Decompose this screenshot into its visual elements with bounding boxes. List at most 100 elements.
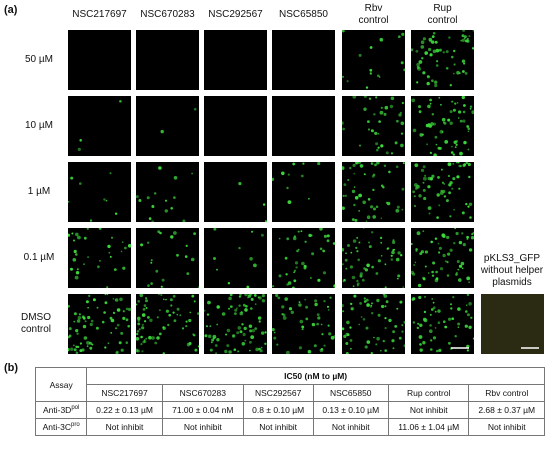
cell-dot bbox=[77, 235, 81, 240]
cell-dot bbox=[250, 297, 254, 301]
cell-dot bbox=[369, 46, 373, 49]
cell-dot bbox=[380, 106, 383, 109]
cell-dot bbox=[319, 247, 323, 251]
cell-dot bbox=[305, 305, 308, 309]
cell-dot bbox=[464, 39, 468, 43]
cell-dot bbox=[462, 119, 466, 123]
cell-dot bbox=[287, 173, 290, 176]
cell-dot bbox=[454, 146, 457, 148]
cell-dot bbox=[73, 348, 77, 352]
cell-dot bbox=[359, 272, 363, 276]
cell-dot bbox=[77, 316, 82, 320]
cell-dot bbox=[398, 336, 402, 340]
cell-dot bbox=[92, 298, 96, 302]
cell-dot bbox=[206, 313, 210, 316]
cell-dot bbox=[244, 308, 248, 312]
micrograph-image bbox=[412, 162, 473, 219]
cell-dot bbox=[273, 336, 277, 340]
table-cell: Not inhibit bbox=[312, 418, 390, 436]
cell-dot bbox=[443, 121, 447, 125]
cell-dot bbox=[76, 268, 79, 271]
cell-dot bbox=[125, 318, 129, 322]
cell-dot bbox=[301, 328, 303, 331]
cell-dot bbox=[411, 98, 416, 103]
cell-dot bbox=[400, 61, 404, 65]
cell-dot bbox=[246, 285, 250, 288]
cell-dot bbox=[136, 349, 140, 353]
cell-dot bbox=[81, 315, 85, 319]
micrograph bbox=[272, 30, 335, 90]
cell-dot bbox=[392, 239, 395, 242]
cell-dot bbox=[293, 271, 295, 273]
cell-dot bbox=[149, 318, 153, 322]
cell-dot bbox=[86, 341, 90, 345]
cell-dot bbox=[377, 313, 381, 317]
cell-dot bbox=[392, 330, 395, 334]
row-header: 0.1 µM bbox=[23, 252, 55, 263]
cell-dot bbox=[140, 243, 144, 247]
cell-dot bbox=[73, 249, 77, 254]
cell-dot bbox=[141, 326, 145, 330]
cell-dot bbox=[382, 294, 386, 296]
cell-dot bbox=[432, 301, 435, 304]
cell-dot bbox=[107, 244, 111, 249]
micrograph bbox=[136, 294, 199, 354]
cell-dot bbox=[440, 168, 443, 171]
cell-dot bbox=[70, 267, 73, 271]
panel-label: (b) bbox=[4, 362, 19, 374]
cell-dot bbox=[390, 96, 395, 101]
cell-dot bbox=[452, 108, 456, 112]
cell-dot bbox=[304, 298, 307, 301]
cell-dot bbox=[422, 188, 426, 192]
cell-dot bbox=[438, 246, 442, 250]
cell-dot bbox=[151, 205, 155, 208]
cell-dot bbox=[70, 176, 74, 180]
cell-dot bbox=[76, 332, 79, 335]
cell-dot bbox=[402, 286, 405, 288]
cell-dot bbox=[359, 164, 364, 168]
cell-dot bbox=[350, 347, 352, 350]
cell-dot bbox=[379, 37, 384, 42]
cell-dot bbox=[233, 348, 237, 351]
cell-dot bbox=[358, 323, 361, 326]
cell-dot bbox=[144, 320, 147, 323]
cell-dot bbox=[216, 305, 220, 309]
cell-dot bbox=[172, 311, 175, 314]
cell-dot bbox=[384, 317, 387, 320]
cell-dot bbox=[311, 252, 315, 256]
cell-dot bbox=[162, 326, 166, 330]
cell-dot bbox=[396, 307, 399, 310]
cell-dot bbox=[173, 196, 176, 199]
cell-dot bbox=[143, 304, 147, 307]
cell-dot bbox=[380, 255, 383, 257]
cell-dot bbox=[292, 162, 296, 166]
cell-dot bbox=[79, 182, 82, 185]
cell-dot bbox=[419, 343, 422, 346]
cell-dot bbox=[384, 327, 387, 330]
cell-dot bbox=[298, 346, 302, 350]
cell-dot bbox=[146, 196, 150, 200]
cell-dot bbox=[428, 47, 432, 52]
cell-dot bbox=[418, 105, 421, 109]
micrograph-image bbox=[342, 30, 405, 89]
micrograph bbox=[68, 96, 131, 156]
cell-dot bbox=[445, 67, 449, 70]
cell-dot bbox=[186, 272, 190, 275]
micrograph-image bbox=[342, 96, 405, 155]
cell-dot bbox=[151, 336, 155, 340]
cell-dot bbox=[122, 316, 126, 320]
cell-dot bbox=[456, 260, 460, 263]
cell-dot bbox=[190, 257, 195, 262]
micrograph-image bbox=[68, 30, 131, 90]
cell-dot bbox=[261, 331, 265, 335]
cell-dot bbox=[296, 249, 299, 253]
cell-dot bbox=[435, 64, 439, 67]
cell-dot bbox=[414, 163, 419, 168]
group-header: IC50 (nM to µM) bbox=[86, 367, 545, 385]
micrograph-image bbox=[213, 228, 264, 288]
cell-dot bbox=[345, 342, 349, 345]
cell-dot bbox=[465, 202, 468, 206]
column-header: NSC217697 bbox=[72, 9, 127, 20]
cell-dot bbox=[353, 172, 355, 175]
cell-dot bbox=[422, 37, 426, 41]
